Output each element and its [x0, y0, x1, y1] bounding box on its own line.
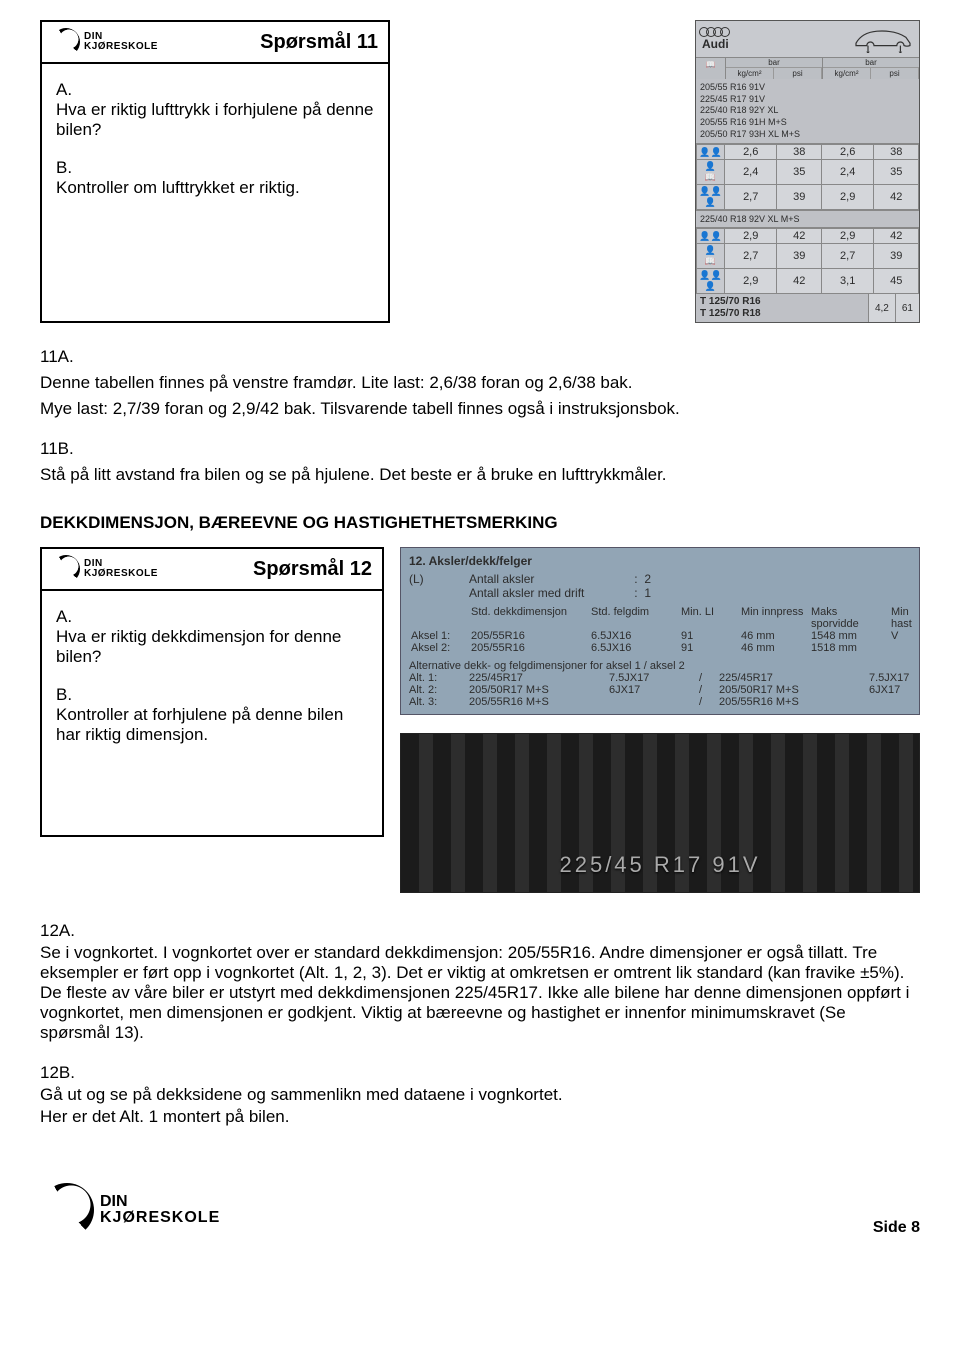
- unit-kg-r: kg/cm²: [823, 68, 871, 79]
- load-icon: 👤👤👤: [697, 269, 725, 294]
- q11-b-label: B.: [56, 158, 374, 178]
- footer-brand-text: DIN KJØRESKOLE: [100, 1194, 220, 1226]
- brand-logo-small: DIN KJØRESKOLE: [52, 28, 158, 56]
- car-outline-icon: [853, 25, 913, 53]
- mid-row: DIN KJØRESKOLE Spørsmål 12 A. Hva er rik…: [40, 547, 920, 893]
- vk-axles-drift-row: Antall aksler med drift: 1: [409, 586, 911, 600]
- vk-title: 12. Aksler/dekk/felger: [409, 554, 911, 568]
- tire-spec: 205/50 R17 93H XL M+S: [700, 129, 915, 141]
- tire-spec: 205/55 R16 91H M+S: [700, 117, 915, 129]
- ans12a-label: 12A.: [40, 921, 920, 941]
- load-icon: 👤 📖: [697, 244, 725, 269]
- ans12b-line2: Her er det Alt. 1 montert på bilen.: [40, 1107, 920, 1127]
- vk-alt-row: Alt. 1:225/45R177.5JX17/225/45R177.5JX17: [409, 672, 911, 684]
- vk-alt-title: Alternative dekk- og felgdimensjoner for…: [409, 660, 911, 672]
- table-row: 👤👤2,6382,638: [697, 145, 919, 160]
- unit-bar-rear: bar: [823, 58, 919, 68]
- q11-body: A. Hva er riktig lufttrykk i forhjulene …: [42, 64, 388, 214]
- logo-mark-icon: [52, 555, 80, 583]
- tire-spec: 205/55 R16 91V: [700, 82, 915, 94]
- vk-row: Aksel 1:205/55R166.5JX169146 mm1548 mmV: [409, 630, 911, 642]
- spare-tire-row: T 125/70 R16 T 125/70 R18 4,2 61: [696, 294, 919, 322]
- logo-mark-icon: [52, 28, 80, 56]
- ans11a-label: 11A.: [40, 347, 920, 367]
- ans11b-line1: Stå på litt avstand fra bilen og se på h…: [40, 465, 920, 485]
- q11-b-text: Kontroller om lufttrykket er riktig.: [56, 178, 374, 198]
- load-icon: 👤👤: [697, 145, 725, 160]
- unit-bar-front: bar: [726, 58, 822, 68]
- brand-text: DIN KJØRESKOLE: [84, 32, 158, 52]
- q12-b-label: B.: [56, 685, 368, 705]
- ans11b-label: 11B.: [40, 439, 920, 459]
- q11-section-b: B. Kontroller om lufttrykket er riktig.: [56, 158, 374, 198]
- unit-psi-f: psi: [774, 68, 822, 79]
- load-icon: 👤👤👤: [697, 185, 725, 210]
- ans11a-line1: Denne tabellen finnes på venstre framdør…: [40, 373, 920, 393]
- answers-12: 12A. Se i vognkortet. I vognkortet over …: [40, 921, 920, 1127]
- audi-rings-icon: [702, 27, 730, 37]
- audi-brand: Audi: [702, 27, 730, 51]
- placard-second-tire: 225/40 R18 92V XL M+S: [696, 210, 919, 228]
- audi-label: Audi: [702, 37, 730, 51]
- placard-header: Audi: [696, 21, 919, 58]
- q11-a-label: A.: [56, 80, 374, 100]
- vk-row: Aksel 2:205/55R166.5JX169146 mm1518 mm: [409, 642, 911, 654]
- answers-11: 11A. Denne tabellen finnes på venstre fr…: [40, 347, 920, 485]
- table-row: 👤👤2,9422,942: [697, 229, 919, 244]
- page-footer: DIN KJØRESKOLE Side 8: [40, 1175, 920, 1239]
- unit-kg-f: kg/cm²: [726, 68, 774, 79]
- vognkort-panel: 12. Aksler/dekk/felger (L) Antall aksler…: [400, 547, 920, 715]
- right-stack: 12. Aksler/dekk/felger (L) Antall aksler…: [400, 547, 920, 893]
- footer-logo: DIN KJØRESKOLE: [40, 1183, 220, 1237]
- spare-bar: 4,2: [868, 294, 895, 322]
- q11-a-text: Hva er riktig lufttrykk i forhjulene på …: [56, 100, 374, 140]
- load-icon: 👤 📖: [697, 160, 725, 185]
- table-row: 👤 📖2,4352,435: [697, 160, 919, 185]
- table-row: 👤 📖2,7392,739: [697, 244, 919, 269]
- ans12b-line1: Gå ut og se på dekksidene og sammenlikn …: [40, 1085, 920, 1105]
- vk-alt-row: Alt. 3:205/55R16 M+S/205/55R16 M+S: [409, 696, 911, 708]
- q12-body: A. Hva er riktig dekkdimensjon for denne…: [42, 591, 382, 761]
- vk-axles-row: (L) Antall aksler: 2: [409, 572, 911, 586]
- table-row: 👤👤👤2,9423,145: [697, 269, 919, 294]
- placard-tire-list: 205/55 R16 91V 225/45 R17 91V 225/40 R18…: [696, 79, 919, 144]
- q12-a-text: Hva er riktig dekkdimensjon for denne bi…: [56, 627, 368, 667]
- top-row: DIN KJØRESKOLE Spørsmål 11 A. Hva er rik…: [40, 20, 920, 323]
- ans12a-text: Se i vognkortet. I vognkortet over er st…: [40, 943, 920, 1043]
- tire-pressure-placard: Audi 📖 bar kg/cm²psi bar kg/cm²psi 205/5…: [695, 20, 920, 323]
- q11-title: Spørsmål 11: [260, 31, 378, 54]
- placard-units-row: 📖 bar kg/cm²psi bar kg/cm²psi: [696, 58, 919, 79]
- pressure-table-1: 👤👤2,6382,638 👤 📖2,4352,435 👤👤👤2,7392,942: [696, 144, 919, 210]
- q12-section-a: A. Hva er riktig dekkdimensjon for denne…: [56, 607, 368, 667]
- q11-section-a: A. Hva er riktig lufttrykk i forhjulene …: [56, 80, 374, 140]
- spare-labels: T 125/70 R16 T 125/70 R18: [696, 294, 868, 322]
- logo-mark-big-icon: [40, 1183, 94, 1237]
- load-icon: 👤👤: [697, 229, 725, 244]
- q12-a-label: A.: [56, 607, 368, 627]
- ans11a-line2: Mye last: 2,7/39 foran og 2,9/42 bak. Ti…: [40, 399, 920, 419]
- q11-header: DIN KJØRESKOLE Spørsmål 11: [42, 22, 388, 64]
- tire-spec: 225/40 R18 92Y XL: [700, 105, 915, 117]
- q12-title: Spørsmål 12: [253, 558, 372, 581]
- unit-psi-r: psi: [871, 68, 919, 79]
- brand-line2: KJØRESKOLE: [84, 42, 158, 52]
- brand-text: DIN KJØRESKOLE: [84, 559, 158, 579]
- page-number: Side 8: [873, 1219, 920, 1237]
- tire-spec: 225/45 R17 91V: [700, 94, 915, 106]
- brand-logo-small: DIN KJØRESKOLE: [52, 555, 158, 583]
- ans12b-label: 12B.: [40, 1063, 920, 1083]
- q12-section-b: B. Kontroller at forhjulene på denne bil…: [56, 685, 368, 745]
- section-heading: DEKKDIMENSJON, BÆREEVNE OG HASTIGHETHETS…: [40, 513, 920, 533]
- question-card-12: DIN KJØRESKOLE Spørsmål 12 A. Hva er rik…: [40, 547, 384, 837]
- q12-b-text: Kontroller at forhjulene på denne bilen …: [56, 705, 368, 745]
- question-card-11: DIN KJØRESKOLE Spørsmål 11 A. Hva er rik…: [40, 20, 390, 323]
- manual-icon: 📖: [696, 58, 726, 79]
- pressure-table-2: 👤👤2,9422,942 👤 📖2,7392,739 👤👤👤2,9423,145: [696, 228, 919, 294]
- q12-header: DIN KJØRESKOLE Spørsmål 12: [42, 549, 382, 591]
- spare-psi: 61: [895, 294, 919, 322]
- tire-sidewall-photo: [400, 733, 920, 893]
- vk-headers: Std. dekkdimensjon Std. felgdim Min. LI …: [409, 606, 911, 630]
- table-row: 👤👤👤2,7392,942: [697, 185, 919, 210]
- vk-alt-row: Alt. 2:205/50R17 M+S6JX17/205/50R17 M+S6…: [409, 684, 911, 696]
